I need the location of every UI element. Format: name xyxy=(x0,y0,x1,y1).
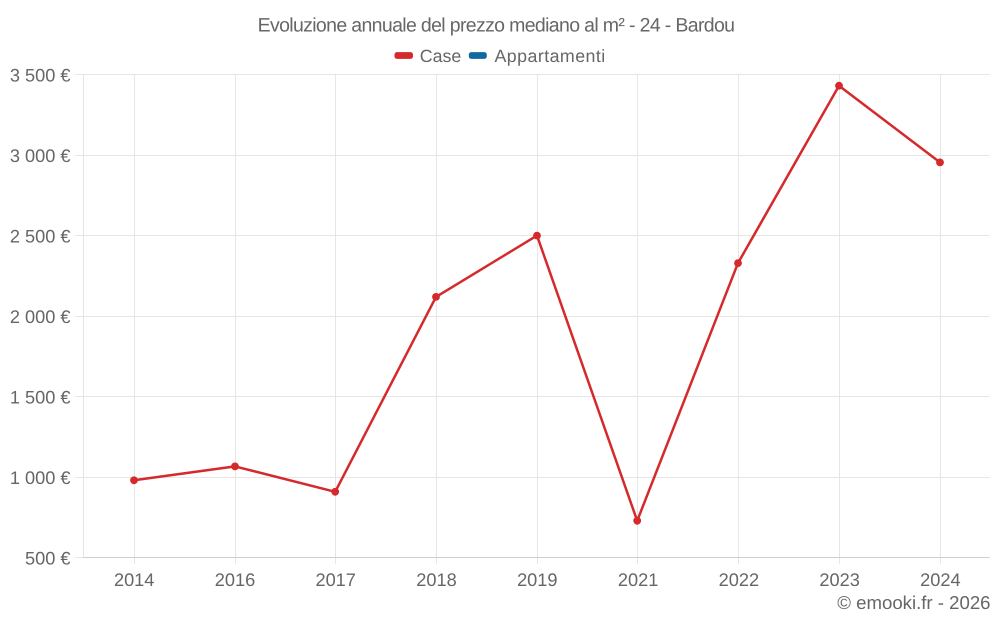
svg-text:1 000 €: 1 000 € xyxy=(10,468,71,488)
svg-text:3 500 €: 3 500 € xyxy=(10,65,71,85)
svg-text:2016: 2016 xyxy=(215,570,255,590)
svg-text:Case: Case xyxy=(420,46,462,66)
svg-text:2021: 2021 xyxy=(618,570,658,590)
svg-text:2018: 2018 xyxy=(416,570,456,590)
svg-text:2017: 2017 xyxy=(315,570,355,590)
svg-text:2 500 €: 2 500 € xyxy=(10,226,71,246)
svg-text:2 000 €: 2 000 € xyxy=(10,307,71,327)
svg-text:Appartamenti: Appartamenti xyxy=(495,46,606,66)
svg-text:2022: 2022 xyxy=(719,570,759,590)
svg-text:500 €: 500 € xyxy=(25,549,71,569)
svg-text:2014: 2014 xyxy=(114,570,154,590)
svg-text:1 500 €: 1 500 € xyxy=(10,388,71,408)
svg-text:2019: 2019 xyxy=(517,570,557,590)
svg-text:Evoluzione annuale del prezzo: Evoluzione annuale del prezzo mediano al… xyxy=(258,15,735,37)
svg-text:2024: 2024 xyxy=(920,570,960,590)
svg-text:3 000 €: 3 000 € xyxy=(10,146,71,166)
svg-text:2023: 2023 xyxy=(819,570,859,590)
svg-text:© emooki.fr - 2026: © emooki.fr - 2026 xyxy=(837,592,990,613)
